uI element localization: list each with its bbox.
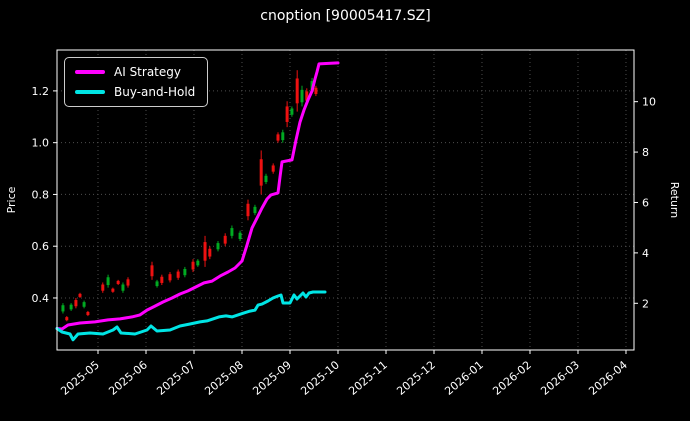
candle-body: [121, 284, 125, 291]
y-tick-label-left: 1.0: [32, 137, 50, 150]
y-tick-label-left: 0.8: [32, 188, 50, 201]
candle-body: [106, 277, 110, 286]
x-tick-label: 2025-06: [106, 358, 150, 398]
candle-body: [126, 279, 130, 286]
candle-body: [191, 261, 195, 270]
candle-body: [305, 91, 309, 101]
series-line-ai-strategy: [55, 61, 340, 331]
candle-body: [196, 260, 200, 266]
legend-label-buy-and-hold: Buy-and-Hold: [114, 85, 196, 99]
candle-body: [253, 206, 257, 214]
candle-body: [281, 132, 285, 141]
x-tick-label: 2025-07: [154, 358, 198, 398]
y-tick-label-right: 4: [642, 247, 649, 260]
candle-body: [203, 242, 207, 261]
y-axis-label-price: Price: [5, 186, 18, 213]
candle-body: [238, 232, 242, 239]
legend-item-buy-and-hold: Buy-and-Hold: [75, 85, 195, 99]
candle-body: [74, 300, 78, 307]
y-tick-label-right: 8: [642, 146, 649, 159]
y-tick-label-right: 6: [642, 196, 649, 209]
candle-body: [276, 134, 280, 141]
candle-body: [168, 274, 172, 281]
candle-body: [246, 203, 250, 217]
x-tick-label: 2026-01: [442, 358, 486, 398]
y-tick-label-right: 10: [642, 96, 656, 109]
candle-body: [264, 175, 268, 183]
x-tick-label: 2025-11: [346, 358, 390, 398]
x-tick-label: 2025-05: [58, 358, 102, 398]
candle-body: [230, 228, 234, 236]
y-tick-label-left: 0.4: [32, 292, 50, 305]
y-axis-label-return: Return: [668, 182, 681, 219]
candle-body: [65, 317, 69, 321]
y-tick-label-left: 1.2: [32, 85, 50, 98]
candle-body: [183, 268, 187, 276]
ai-strategy-line-swatch: [75, 70, 105, 74]
candle-body: [78, 293, 82, 297]
candle-body: [69, 304, 73, 310]
x-tick-label: 2026-02: [490, 358, 534, 398]
candle-body: [295, 78, 299, 104]
plot-border: [56, 49, 635, 351]
candle-body: [111, 288, 115, 292]
candle-body: [208, 248, 212, 257]
chart-title: cnoption [90005417.SZ]: [260, 8, 431, 24]
x-tick-label: 2025-12: [394, 358, 438, 398]
candle-body: [150, 265, 154, 277]
candle-body: [176, 271, 180, 278]
candle-body: [116, 280, 120, 284]
x-tick-label: 2025-10: [298, 358, 342, 398]
x-tick-label: 2025-09: [250, 358, 294, 398]
y-tick-label-left: 0.6: [32, 240, 50, 253]
candle-body: [101, 284, 105, 291]
legend: AI Strategy Buy-and-Hold: [64, 57, 209, 107]
legend-label-ai-strategy: AI Strategy: [114, 65, 181, 79]
legend-item-ai-strategy: AI Strategy: [75, 65, 195, 79]
candle-body: [259, 159, 263, 186]
candle-body: [290, 108, 294, 115]
x-tick-label: 2026-04: [586, 358, 630, 398]
candle-body: [86, 311, 90, 316]
candle-body: [155, 281, 159, 287]
buy-and-hold-line-swatch: [75, 90, 105, 94]
series-line-buy-and-hold: [55, 290, 327, 342]
candle-body: [61, 305, 65, 312]
candle-body: [223, 235, 227, 244]
candle-body: [300, 89, 304, 103]
x-tick-label: 2026-03: [538, 358, 582, 398]
candle-body: [160, 276, 164, 283]
candle-body: [314, 87, 318, 95]
candle-body: [82, 302, 86, 307]
x-tick-label: 2025-08: [202, 358, 246, 398]
candle-body: [285, 106, 289, 122]
y-tick-label-right: 2: [642, 297, 649, 310]
candle-body: [271, 165, 275, 172]
candle-body: [216, 243, 220, 250]
